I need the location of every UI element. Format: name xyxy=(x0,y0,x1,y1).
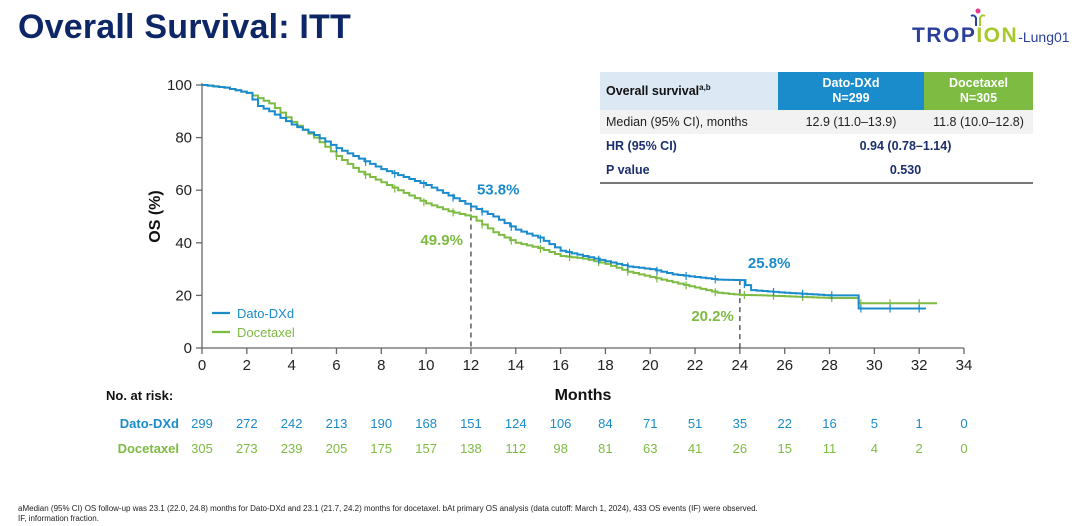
y-tick-label: 0 xyxy=(184,340,192,357)
at-risk-value: 4 xyxy=(870,441,878,456)
x-tick-label: 24 xyxy=(732,357,749,374)
at-risk-value: 63 xyxy=(643,441,658,456)
y-tick-label: 40 xyxy=(175,235,192,252)
stats-table: Overall survivala,b Dato-DXd N=299 Doceta… xyxy=(600,72,1033,184)
reference-lines xyxy=(470,206,741,348)
at-risk-value: 71 xyxy=(643,416,658,431)
at-risk-value: 5 xyxy=(870,416,878,431)
stats-header-label: Overall survivala,b xyxy=(600,72,778,110)
logo-suffix: -Lung01 xyxy=(1018,29,1070,45)
at-risk-value: 138 xyxy=(460,441,482,456)
x-tick-label: 0 xyxy=(198,357,206,374)
at-risk-label: Docetaxel xyxy=(117,441,179,456)
survival-curves xyxy=(202,84,938,313)
annotations: 53.8% 49.9% 25.8% 20.2% xyxy=(420,182,790,325)
at-risk-value: 22 xyxy=(777,416,792,431)
at-risk-value: 151 xyxy=(460,416,482,431)
at-risk-value: 190 xyxy=(370,416,393,431)
at-risk-value: 11 xyxy=(822,441,837,456)
at-risk-value: 51 xyxy=(687,416,703,431)
at-risk-value: 15 xyxy=(777,441,792,456)
stats-header-docetaxel: Docetaxel N=305 xyxy=(924,72,1033,110)
at-risk-value: 106 xyxy=(549,416,572,431)
footnotes: aMedian (95% CI) OS follow-up was 23.1 (… xyxy=(18,504,758,523)
x-tick-label: 26 xyxy=(776,357,793,374)
y-tick-label: 80 xyxy=(175,130,192,147)
x-tick-label: 14 xyxy=(507,357,524,374)
x-axis-label: Months xyxy=(555,387,612,404)
at-risk-value: 98 xyxy=(553,441,568,456)
annotation-label: 25.8% xyxy=(748,255,791,272)
at-risk-value: 299 xyxy=(191,416,213,431)
x-tick-label: 30 xyxy=(866,357,883,374)
at-risk-value: 84 xyxy=(598,416,613,431)
at-risk-value: 0 xyxy=(960,441,968,456)
legend: Dato-DXd Docetaxel xyxy=(212,306,295,340)
stats-row-hr: HR (95% CI) 0.94 (0.78–1.14) xyxy=(606,139,952,153)
annotation-label: 49.9% xyxy=(420,232,463,249)
sprout-icon xyxy=(970,8,986,26)
curve-dato-dxd xyxy=(202,84,926,310)
stats-row-median: Median (95% CI), months 12.9 (11.0–13.9)… xyxy=(600,110,1033,134)
at-risk-value: 168 xyxy=(415,416,437,431)
at-risk-value: 242 xyxy=(280,416,303,431)
x-tick-label: 22 xyxy=(687,357,704,374)
at-risk-value: 26 xyxy=(732,441,748,456)
at-risk-value: 239 xyxy=(280,441,303,456)
x-tick-label: 18 xyxy=(597,357,614,374)
at-risk-value: 273 xyxy=(235,441,258,456)
at-risk-value: 81 xyxy=(598,441,613,456)
y-axis-label: OS (%) xyxy=(147,190,164,242)
annotation-label: 20.2% xyxy=(691,308,734,325)
annotation-label: 53.8% xyxy=(477,182,520,199)
at-risk-value: 112 xyxy=(505,441,527,456)
legend-label: Dato-DXd xyxy=(237,306,294,321)
logo-part1: TROP xyxy=(912,24,977,47)
at-risk-value: 41 xyxy=(687,441,703,456)
at-risk-value: 124 xyxy=(504,416,527,431)
at-risk-label: Dato-DXd xyxy=(119,416,179,431)
tropion-logo: TROPION-Lung01 xyxy=(912,6,1072,50)
at-risk-value: 2 xyxy=(915,441,923,456)
x-tick-label: 8 xyxy=(377,357,385,374)
y-tick-label: 60 xyxy=(175,182,192,199)
x-tick-label: 2 xyxy=(243,357,251,374)
y-tick-label: 20 xyxy=(175,287,192,304)
x-tick-label: 34 xyxy=(956,357,973,374)
at-risk-value: 205 xyxy=(325,441,348,456)
slide-title: Overall Survival: ITT xyxy=(18,8,351,46)
stats-header-dato: Dato-DXd N=299 xyxy=(778,72,924,110)
at-risk-value: 305 xyxy=(191,441,213,456)
x-tick-label: 20 xyxy=(642,357,659,374)
legend-label: Docetaxel xyxy=(237,325,295,340)
x-tick-label: 4 xyxy=(287,357,295,374)
at-risk-value: 16 xyxy=(822,416,837,431)
x-tick-label: 32 xyxy=(911,357,928,374)
at-risk-value: 272 xyxy=(235,416,258,431)
x-tick-label: 12 xyxy=(463,357,480,374)
at-risk-heading: No. at risk: xyxy=(106,388,174,403)
logo-part2: ION xyxy=(976,24,1019,47)
y-tick-label: 100 xyxy=(167,77,192,94)
at-risk-value: 35 xyxy=(732,416,748,431)
x-tick-label: 16 xyxy=(552,357,569,374)
at-risk-value: 157 xyxy=(415,441,437,456)
at-risk-value: 1 xyxy=(915,416,923,431)
at-risk-value: 175 xyxy=(370,441,393,456)
x-tick-label: 10 xyxy=(418,357,435,374)
stats-row-pvalue: P value 0.530 xyxy=(600,158,1033,184)
x-tick-label: 28 xyxy=(821,357,838,374)
x-tick-label: 6 xyxy=(332,357,340,374)
at-risk-value: 213 xyxy=(325,416,348,431)
at-risk-value: 0 xyxy=(960,416,968,431)
